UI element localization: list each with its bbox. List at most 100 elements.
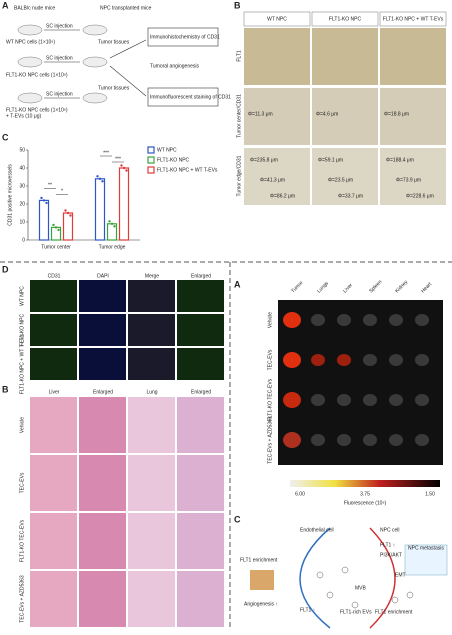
x-tick-label: Tumor center bbox=[41, 244, 71, 250]
image-tile bbox=[79, 397, 126, 453]
header-box bbox=[379, 11, 447, 27]
cell-membrane bbox=[369, 527, 396, 629]
label: + T-EVs (10 μg) bbox=[6, 113, 41, 119]
label: TEC-EVs + AZD5363 bbox=[19, 575, 25, 623]
organ bbox=[337, 434, 351, 446]
label: FLT1 ↑ bbox=[300, 607, 315, 613]
significance: ** bbox=[48, 183, 52, 189]
label: Φ=235.8 μm bbox=[250, 157, 278, 163]
organ bbox=[363, 354, 377, 366]
organ bbox=[363, 314, 377, 326]
image-tile bbox=[79, 513, 126, 569]
label: 1.50 bbox=[425, 491, 435, 497]
label: SC injection bbox=[46, 91, 73, 97]
dot bbox=[101, 180, 104, 183]
bar bbox=[38, 199, 50, 241]
y-tick-label: 20 bbox=[19, 201, 25, 207]
label: Φ=4.6 μm bbox=[316, 111, 338, 117]
label: Φ=188.4 μm bbox=[386, 157, 414, 163]
image-tile bbox=[79, 280, 126, 312]
panel-letter: A bbox=[2, 0, 9, 10]
legend-swatch bbox=[147, 146, 155, 154]
panel-letter: C bbox=[2, 132, 9, 142]
image-tile bbox=[380, 28, 446, 85]
mouse-icon bbox=[17, 24, 43, 36]
dot bbox=[113, 225, 116, 228]
label: Endothelial cell bbox=[300, 527, 334, 533]
label: 3.75 bbox=[360, 491, 370, 497]
cell-box bbox=[404, 544, 448, 576]
label: Φ=23.5 μm bbox=[328, 177, 353, 183]
label: WT NPC bbox=[19, 286, 25, 306]
label: Liver bbox=[49, 389, 60, 395]
label: Tumor tissues bbox=[98, 39, 130, 45]
image-tile bbox=[312, 148, 378, 205]
organ bbox=[311, 434, 325, 446]
organ bbox=[283, 392, 301, 408]
organ bbox=[415, 314, 429, 326]
label: Tumor center/CD31 bbox=[236, 94, 242, 138]
organ bbox=[337, 394, 351, 406]
image-tile bbox=[79, 314, 126, 346]
bar bbox=[118, 167, 130, 241]
image-tile bbox=[79, 571, 126, 627]
vesicle bbox=[406, 591, 414, 599]
label: Φ=73.9 μm bbox=[396, 177, 421, 183]
organ bbox=[363, 434, 377, 446]
mouse-icon bbox=[17, 56, 43, 68]
organ bbox=[415, 354, 429, 366]
organ bbox=[311, 394, 325, 406]
x-tick-label: Tumor edge bbox=[99, 244, 126, 250]
label: Angiogenesis ↑ bbox=[244, 601, 278, 607]
image-tile bbox=[244, 148, 310, 205]
label: Enlarged bbox=[191, 273, 211, 279]
label: Merge bbox=[145, 273, 159, 279]
dot bbox=[69, 214, 72, 217]
label: FLT1 ↑ bbox=[380, 542, 395, 548]
dot bbox=[110, 222, 114, 225]
y-tick-label: 10 bbox=[19, 219, 25, 225]
vesicle bbox=[351, 601, 359, 609]
image-tile bbox=[244, 28, 310, 85]
significance: *** bbox=[103, 150, 109, 156]
y-tick-label: 0 bbox=[22, 237, 25, 243]
image-tile bbox=[30, 455, 77, 511]
image-tile bbox=[79, 455, 126, 511]
image-tile bbox=[30, 314, 77, 346]
label: Φ=18.8 μm bbox=[384, 111, 409, 117]
header-box bbox=[243, 11, 311, 27]
panel-letter: D bbox=[2, 264, 9, 274]
mouse-icon bbox=[17, 92, 43, 104]
label: 6.00 bbox=[295, 491, 305, 497]
label: Tumoral angiogenesis bbox=[150, 63, 200, 69]
mouse-icon bbox=[82, 92, 108, 104]
label: NPC metastasis bbox=[408, 545, 444, 551]
label: Lungs bbox=[316, 280, 330, 294]
panel-letter: B bbox=[234, 0, 241, 10]
image-tile bbox=[128, 314, 175, 346]
box bbox=[147, 87, 219, 107]
dot bbox=[125, 169, 128, 172]
label: WT NPC bbox=[267, 16, 287, 22]
label: FLT1-KO NPC cells (1×10⁶) bbox=[6, 72, 68, 78]
label: TEC-EVs + AZD5363 bbox=[267, 416, 273, 464]
organ bbox=[415, 394, 429, 406]
legend-label: FLT1-KO NPC bbox=[157, 157, 190, 163]
image-tile bbox=[128, 513, 175, 569]
label: FLT1-KO TEC-EVs bbox=[19, 519, 25, 562]
dot bbox=[96, 175, 99, 178]
organ bbox=[283, 352, 301, 368]
label: FLT1-KO NPC bbox=[19, 314, 25, 347]
organ bbox=[363, 394, 377, 406]
label: FLT1-KO NPC cells (1×10⁶) bbox=[6, 107, 68, 113]
label: Immunofluorescent staining of CD31 bbox=[150, 94, 231, 100]
image-tile bbox=[128, 348, 175, 380]
dot bbox=[45, 201, 48, 205]
label: Enlarged bbox=[93, 389, 113, 395]
organ bbox=[389, 394, 403, 406]
image-tile bbox=[30, 397, 77, 453]
image-tile bbox=[177, 513, 224, 569]
bar bbox=[94, 178, 106, 241]
panel-letter: C bbox=[234, 514, 241, 524]
image-tile bbox=[128, 280, 175, 312]
